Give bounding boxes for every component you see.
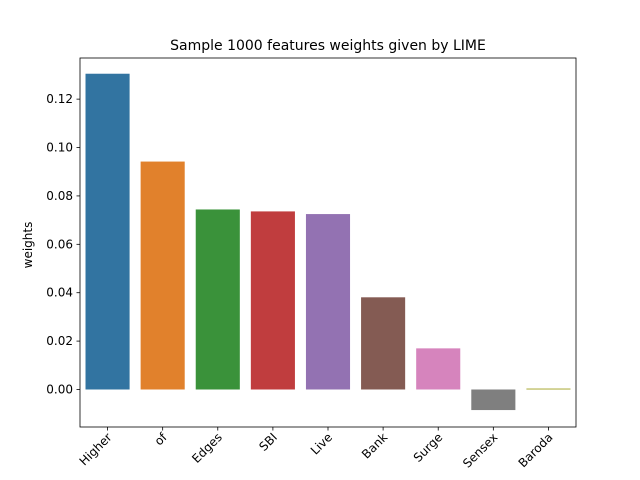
- y-tick-label: 0.08: [46, 189, 73, 203]
- x-tick-label: Bank: [359, 430, 390, 461]
- x-tick-label: Surge: [411, 430, 446, 465]
- bars-group: [85, 73, 571, 411]
- x-axis-ticks: Higher of Edges SBI Live Bank Surge Sensex Barod…: [77, 427, 556, 471]
- bar-edges: [195, 209, 240, 390]
- chart-title: Sample 1000 features weights given by LI…: [170, 38, 486, 54]
- x-tick-label: Live: [308, 430, 335, 457]
- bar-bank: [361, 297, 406, 390]
- x-tick-label: Higher: [77, 430, 115, 468]
- bar-of: [140, 161, 185, 390]
- x-tick-label: Baroda: [516, 430, 556, 470]
- y-axis-label: weights: [21, 222, 35, 269]
- y-tick-label: 0.04: [46, 286, 73, 300]
- x-tick-label: SBI: [256, 430, 280, 454]
- bar-higher: [85, 73, 130, 390]
- y-tick-label: 0.10: [46, 141, 73, 155]
- y-tick-label: 0.02: [46, 334, 73, 348]
- bar-sbi: [250, 211, 295, 390]
- bar-sensex: [471, 389, 516, 411]
- bar-surge: [416, 348, 461, 390]
- x-tick-label: Edges: [189, 430, 225, 466]
- bar-live: [305, 214, 351, 390]
- y-tick-label: 0.12: [46, 92, 73, 106]
- plot-frame: [79, 57, 577, 428]
- y-tick-label: 0.06: [46, 237, 73, 251]
- y-tick-label: 0.00: [46, 382, 73, 396]
- x-tick-label: Sensex: [460, 430, 500, 470]
- x-tick-label: of: [152, 430, 171, 449]
- y-axis-ticks: 0.00 0.02 0.04 0.06 0.08 0.10 0.12: [46, 92, 80, 396]
- bar-baroda: [526, 388, 571, 390]
